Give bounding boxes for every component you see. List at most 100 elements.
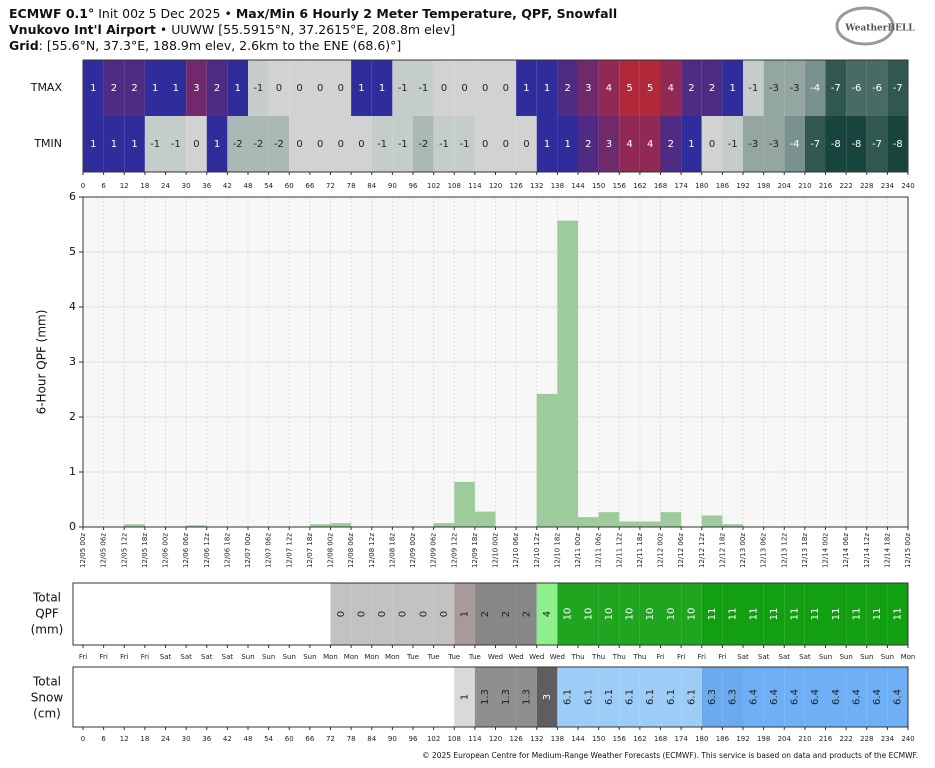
temp-cell — [578, 116, 599, 172]
temp-label: -1 — [398, 83, 408, 94]
bar — [536, 393, 558, 527]
total-label: 0 — [398, 611, 409, 617]
x-tick-label: Sat — [758, 653, 770, 661]
x-tick-label: 6 — [101, 735, 106, 743]
temp-cell — [619, 60, 640, 116]
temp-label: -1 — [418, 83, 428, 94]
total-label: 6.4 — [872, 689, 883, 705]
total-label: 0 — [336, 611, 347, 617]
y-tick-label: 6 — [69, 190, 76, 203]
x-tick-label: 168 — [654, 182, 667, 190]
temp-label: 0 — [317, 83, 323, 94]
temp-label: -2 — [418, 139, 428, 150]
x-tick-label: 240 — [901, 735, 914, 743]
temp-label: 1 — [214, 139, 220, 150]
temp-cell — [557, 60, 578, 116]
x-tick-label: Tue — [468, 653, 481, 661]
x-tick-label: 180 — [695, 735, 708, 743]
x-tick-label: 126 — [509, 735, 523, 743]
x-tick-label: 12 — [120, 182, 129, 190]
total-label: 6.1 — [604, 689, 615, 705]
temp-label: -6 — [851, 83, 861, 94]
model: ECMWF 0.1° — [9, 6, 94, 21]
temp-cell — [289, 116, 310, 172]
temp-cell — [186, 60, 207, 116]
temp-cell — [227, 116, 248, 172]
x-tick-label: Sun — [881, 653, 894, 661]
temp-cell — [330, 116, 352, 172]
x-tick-label: 42 — [223, 735, 232, 743]
x-tick-label: 12/14 06z — [842, 533, 850, 568]
temp-label: 1 — [544, 139, 550, 150]
x-tick-label: 24 — [161, 735, 170, 743]
total-label: 1.3 — [501, 689, 512, 705]
x-tick-label: 102 — [427, 735, 440, 743]
total-label: 6.4 — [769, 689, 780, 705]
x-tick-label: 12/07 06z — [265, 533, 273, 568]
x-tick-label: 222 — [839, 182, 852, 190]
x-tick-label: 12/15 00z — [904, 533, 912, 568]
x-tick-label: Sun — [839, 653, 852, 661]
temp-cell — [598, 60, 620, 116]
x-tick-label: 228 — [860, 182, 873, 190]
x-tick-label: Sun — [303, 653, 316, 661]
temp-label: 0 — [503, 139, 509, 150]
y-tick-label: 4 — [69, 300, 76, 313]
x-tick-label: 12/11 00z — [574, 533, 582, 568]
temp-cell — [309, 60, 331, 116]
temp-label: 4 — [647, 139, 653, 150]
x-tick-label: Sun — [262, 653, 275, 661]
temp-label: -1 — [728, 139, 738, 150]
temp-cell — [804, 60, 826, 116]
x-tick-label: 102 — [427, 182, 440, 190]
temp-label: 1 — [90, 83, 96, 94]
temp-cell — [639, 116, 661, 172]
temp-label: 0 — [358, 139, 364, 150]
temp-label: 0 — [296, 83, 302, 94]
x-tick-label: 216 — [819, 735, 833, 743]
total-label: 6.4 — [748, 689, 759, 705]
x-tick-label: 132 — [530, 182, 543, 190]
temp-label: -8 — [851, 139, 861, 150]
temp-label: -7 — [810, 139, 820, 150]
x-tick-label: 114 — [468, 735, 482, 743]
temp-cell — [186, 116, 207, 172]
temp-label: -1 — [253, 83, 263, 94]
x-tick-label: Mon — [901, 653, 916, 661]
x-tick-label: Sat — [737, 653, 749, 661]
total-cell — [351, 583, 372, 645]
x-tick-label: 138 — [551, 735, 564, 743]
total-cell — [454, 667, 475, 727]
temp-cell — [722, 116, 743, 172]
temp-label: 0 — [441, 83, 447, 94]
total-cell — [825, 667, 847, 727]
x-tick-label: 18 — [140, 735, 149, 743]
temp-cell — [804, 116, 826, 172]
total-cell — [722, 667, 743, 727]
x-tick-label: 156 — [613, 735, 627, 743]
panel-border — [72, 582, 909, 646]
x-tick-label: 12/05 18z — [141, 533, 149, 568]
x-tick-label: 192 — [736, 182, 749, 190]
total-label: 6.4 — [893, 689, 904, 705]
temp-label: 0 — [461, 83, 467, 94]
x-tick-label: 12/07 00z — [244, 533, 252, 568]
temp-label: -3 — [790, 83, 800, 94]
x-tick-label: 36 — [202, 182, 211, 190]
row-label: TMAX — [30, 81, 63, 94]
total-label: 11 — [748, 608, 759, 621]
temp-label: -4 — [790, 139, 800, 150]
x-tick-label: 12/08 18z — [388, 533, 396, 568]
x-tick-label: 12/14 18z — [883, 533, 891, 568]
bar — [660, 512, 682, 527]
total-label: 6.1 — [625, 689, 636, 705]
x-tick-label: 186 — [716, 735, 730, 743]
total-label: 6.4 — [851, 689, 862, 705]
temp-label: 3 — [193, 83, 199, 94]
total-cell — [516, 583, 537, 645]
total-label: 6.4 — [790, 689, 801, 705]
y-tick-label: 0 — [69, 520, 76, 533]
x-tick-label: 12/14 00z — [822, 533, 830, 568]
temp-label: 0 — [482, 83, 488, 94]
x-tick-label: Sat — [160, 653, 172, 661]
